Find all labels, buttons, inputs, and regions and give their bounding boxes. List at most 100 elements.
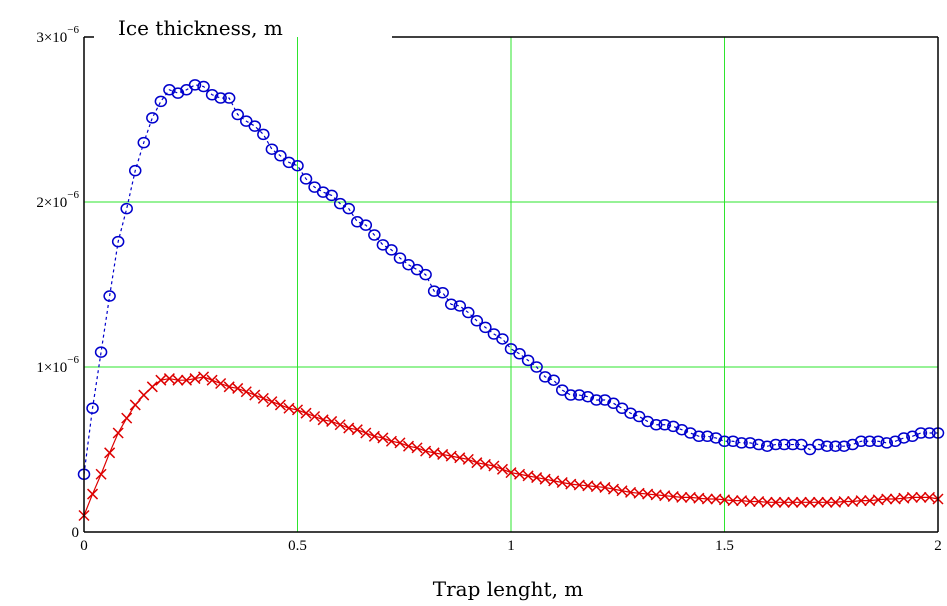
data-point-circle xyxy=(871,435,885,447)
data-point-circle xyxy=(820,440,834,452)
data-point-circle xyxy=(368,229,381,241)
data-point-circle xyxy=(265,143,279,155)
data-point-circle xyxy=(778,438,791,451)
data-point-cross xyxy=(479,458,491,470)
data-point-circle xyxy=(837,440,851,452)
data-point-cross xyxy=(795,496,807,508)
data-point-circle xyxy=(120,202,133,215)
data-point-circle xyxy=(137,136,151,149)
data-point-cross xyxy=(548,475,560,487)
data-point-cross xyxy=(300,407,312,419)
data-point-circle xyxy=(470,315,484,327)
data-point-cross xyxy=(531,472,543,484)
data-point-cross xyxy=(454,452,466,464)
data-point-circle xyxy=(726,435,740,447)
y-tick-label: 1×10−6 xyxy=(36,354,79,376)
data-point-circle xyxy=(923,427,936,439)
data-point-cross xyxy=(761,496,773,508)
data-point-cross xyxy=(539,473,551,485)
data-point-cross xyxy=(514,468,526,480)
data-point-cross xyxy=(334,419,346,431)
data-point-cross xyxy=(727,495,739,507)
x-tick-label: 0.5 xyxy=(288,538,307,554)
data-point-circle xyxy=(222,92,236,104)
data-point-cross xyxy=(915,491,927,503)
grid-lines xyxy=(84,37,938,532)
data-point-circle xyxy=(692,430,706,443)
data-point-circle xyxy=(214,92,227,104)
data-point-circle xyxy=(701,430,714,443)
data-point-cross xyxy=(428,447,440,459)
tick-labels: 0 0.5 1 1.5 2 0 1×10−6 2×10−6 3×10−6 xyxy=(36,24,941,554)
data-point-cross xyxy=(240,386,252,398)
data-point-cross xyxy=(394,437,406,449)
data-point-circle xyxy=(86,402,99,414)
data-point-cross xyxy=(770,496,782,508)
data-point-circle xyxy=(154,95,168,108)
data-point-circle xyxy=(291,159,304,172)
data-point-circle xyxy=(649,419,663,431)
x-tick-label: 1 xyxy=(507,538,515,554)
data-point-circle xyxy=(573,389,586,401)
data-point-cross xyxy=(266,396,278,408)
data-point-circle xyxy=(854,435,868,447)
data-point-circle xyxy=(880,437,894,449)
data-point-circle xyxy=(590,394,603,406)
data-point-cross xyxy=(812,496,824,508)
data-point-circle xyxy=(393,252,407,264)
data-point-cross xyxy=(778,496,790,508)
x-tick-label: 0 xyxy=(80,538,88,554)
data-point-cross xyxy=(437,448,449,460)
data-point-cross xyxy=(855,495,867,507)
data-point-circle xyxy=(530,361,543,373)
data-point-cross xyxy=(180,374,193,386)
data-point-circle xyxy=(743,437,757,449)
data-point-circle xyxy=(513,348,526,360)
data-point-circle xyxy=(914,427,928,439)
data-point-cross xyxy=(377,432,389,444)
data-point-cross xyxy=(488,460,500,472)
data-point-circle xyxy=(444,298,458,311)
series-layer xyxy=(77,79,945,522)
data-point-cross xyxy=(189,373,201,385)
data-point-cross xyxy=(309,410,321,423)
data-point-cross xyxy=(317,414,329,426)
data-point-cross xyxy=(838,495,850,508)
y-tick-label: 2×10−6 xyxy=(36,189,79,211)
data-point-cross xyxy=(701,493,713,505)
data-point-cross xyxy=(471,457,483,469)
data-point-cross xyxy=(616,485,628,497)
data-point-cross xyxy=(368,430,380,442)
data-point-cross xyxy=(249,389,261,401)
data-point-circle xyxy=(299,173,313,185)
data-point-cross xyxy=(121,412,133,424)
data-point-circle xyxy=(94,346,108,358)
data-point-circle xyxy=(479,321,492,334)
data-point-cross xyxy=(232,382,244,394)
data-point-cross xyxy=(283,402,295,414)
data-point-cross xyxy=(291,404,304,416)
data-point-circle xyxy=(248,120,262,132)
data-point-cross xyxy=(522,470,534,482)
data-point-circle xyxy=(735,437,748,449)
data-point-cross xyxy=(129,399,141,411)
data-point-circle xyxy=(718,435,731,447)
data-point-circle xyxy=(453,300,467,312)
data-point-circle xyxy=(128,164,142,177)
x-tick-label: 2 xyxy=(934,538,942,554)
data-point-cross xyxy=(163,373,175,385)
plot-frame xyxy=(83,36,939,533)
data-point-cross xyxy=(787,496,799,508)
data-point-cross xyxy=(172,374,184,386)
data-point-circle xyxy=(146,112,159,124)
data-point-circle xyxy=(436,287,449,299)
y-axis-title: Ice thickness, m xyxy=(118,16,283,40)
data-point-cross xyxy=(881,493,893,505)
data-point-circle xyxy=(769,438,782,451)
y-tick-label: 0 xyxy=(72,525,80,541)
data-point-circle xyxy=(197,80,210,93)
data-point-cross xyxy=(146,381,158,393)
data-point-circle xyxy=(342,202,355,215)
data-point-cross xyxy=(599,481,611,493)
